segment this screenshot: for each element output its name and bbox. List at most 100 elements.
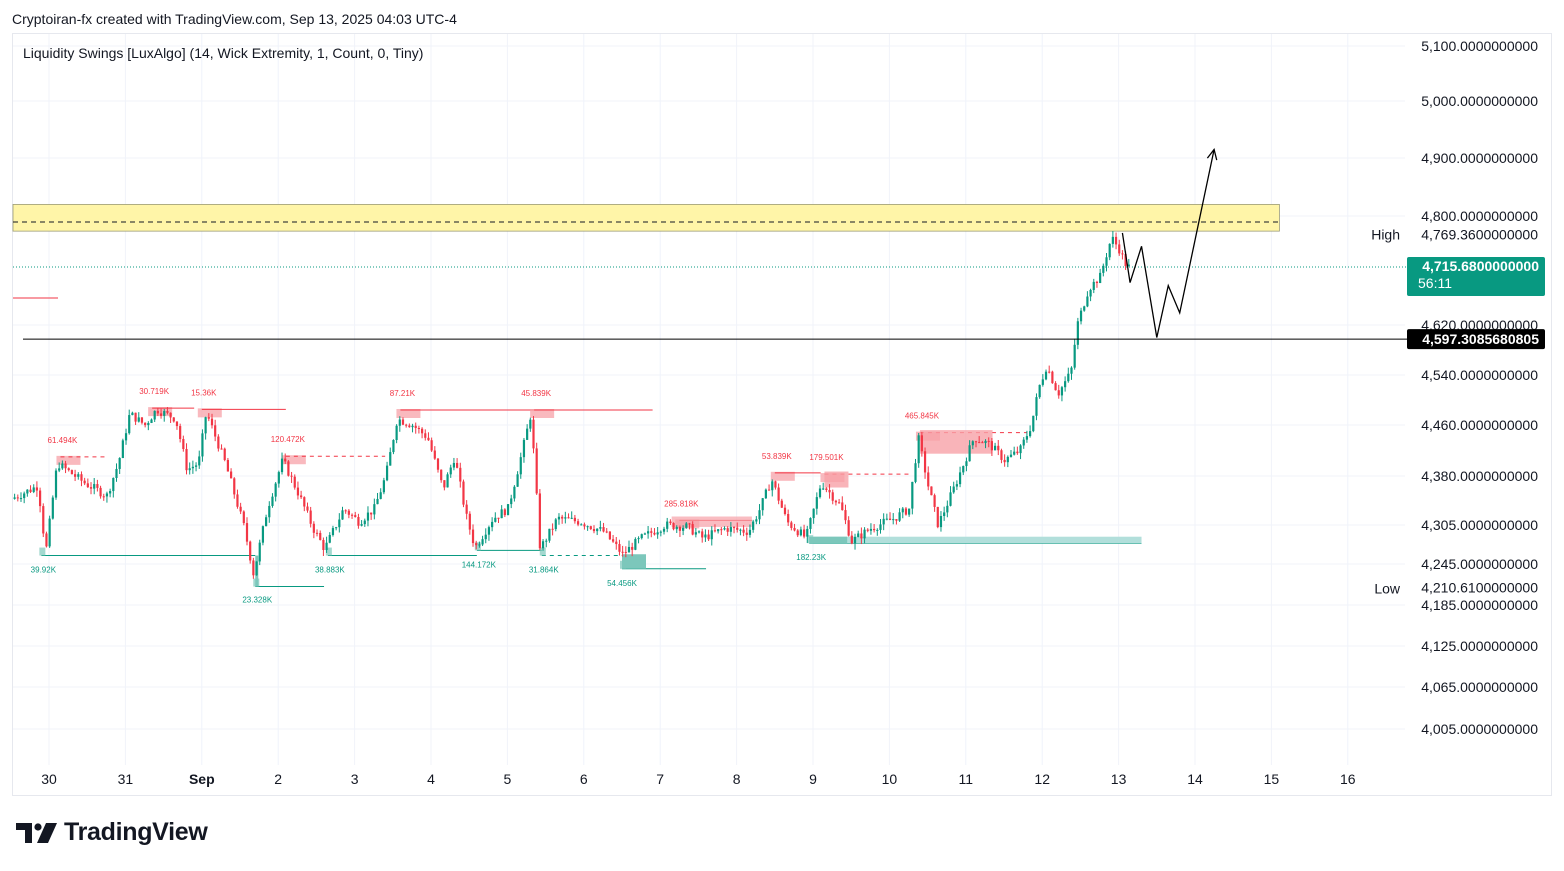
candle-body	[920, 435, 923, 452]
candle-body	[484, 534, 487, 540]
projection-path	[1121, 149, 1215, 338]
brand-footer[interactable]: TradingView	[16, 818, 208, 847]
candle-body	[118, 458, 121, 469]
x-tick-label: 15	[1264, 771, 1280, 787]
candle-body	[1127, 264, 1130, 267]
swing-high-zone-wide	[671, 516, 752, 527]
candle-body	[834, 500, 838, 503]
y-tick-label: 4,540.0000000000	[1421, 367, 1538, 383]
candle-body	[860, 533, 863, 539]
candle-body	[382, 480, 385, 493]
candle-body	[134, 412, 137, 422]
bar-countdown: 56:11	[1418, 275, 1452, 291]
candle-body	[166, 411, 169, 413]
candle-body	[519, 457, 522, 475]
swing-high-label: 87.21K	[390, 389, 416, 398]
candle-body	[1067, 373, 1070, 382]
candle-body	[599, 527, 602, 529]
candle-body	[58, 468, 61, 471]
candle-body	[538, 493, 541, 549]
y-tick-label: 4,125.0000000000	[1421, 638, 1538, 654]
candle-body	[370, 512, 373, 515]
candle-body	[729, 527, 732, 532]
swing-high-label: 285.818K	[664, 499, 699, 508]
candle-body	[19, 498, 23, 500]
candle-body	[1032, 415, 1035, 432]
swing-low-label: 31.864K	[529, 566, 559, 575]
candle-body	[61, 463, 64, 469]
x-tick-label: 16	[1340, 771, 1356, 787]
candle-body	[793, 527, 796, 531]
candle-body	[144, 422, 147, 426]
candle-body	[153, 410, 156, 420]
candle-body	[640, 534, 643, 539]
candle-body	[971, 441, 974, 446]
candle-body	[475, 543, 478, 546]
candle-body	[462, 481, 465, 505]
candle-body	[510, 498, 513, 505]
candle-body	[239, 506, 242, 512]
x-tick-label: 10	[882, 771, 898, 787]
x-tick-label: 12	[1034, 771, 1050, 787]
candle-body	[1013, 451, 1016, 455]
swing-low-label: 144.172K	[462, 560, 497, 569]
candle-body	[522, 439, 526, 458]
axis-layer: 5,100.0000000000 5,000.0000000000 4,900.00…	[41, 38, 1545, 787]
candle-body	[1051, 371, 1054, 384]
candle-body	[77, 474, 80, 477]
candle-body	[420, 428, 424, 434]
candle-body	[54, 470, 58, 498]
candle-body	[535, 448, 538, 494]
candle-body	[672, 523, 675, 530]
candle-body	[300, 495, 303, 498]
candle-body	[1000, 450, 1003, 460]
swing-low-zone-dark	[809, 536, 848, 544]
candle-body	[29, 489, 32, 492]
swing-high-label: 179.501K	[809, 453, 844, 462]
candle-body	[710, 530, 713, 540]
candle-body	[42, 506, 45, 534]
candle-body	[962, 466, 965, 473]
candle-body	[653, 532, 656, 535]
candle-body	[545, 540, 548, 542]
candle-body	[930, 486, 933, 496]
chart-frame	[12, 33, 1552, 796]
candle-body	[376, 498, 379, 505]
candle-body	[666, 521, 669, 529]
candle-body	[271, 496, 274, 506]
candle-body	[618, 544, 621, 552]
candle-body	[109, 491, 112, 494]
candle-body	[395, 425, 398, 441]
candle-body	[175, 421, 179, 427]
candle-body	[1083, 306, 1086, 311]
candle-body	[557, 516, 561, 520]
candle-body	[608, 531, 612, 540]
candle-body	[596, 528, 599, 532]
candle-body	[258, 542, 261, 562]
candle-body	[589, 526, 592, 530]
candle-body	[449, 467, 452, 475]
candle-body	[1118, 244, 1121, 254]
candle-body	[621, 551, 624, 553]
candle-body	[1019, 445, 1022, 454]
candle-body	[990, 441, 994, 451]
candle-body	[624, 551, 627, 553]
candle-body	[904, 508, 908, 515]
candle-body	[548, 528, 551, 541]
candle-body	[551, 528, 554, 530]
x-tick-label: 13	[1111, 771, 1127, 787]
candle-body	[440, 469, 443, 481]
indicator-legend[interactable]: Liquidity Swings [LuxAlgo] (14, Wick Ext…	[23, 45, 424, 61]
y-tick-label: 4,305.0000000000	[1421, 517, 1538, 533]
y-tick-label: 4,185.0000000000	[1421, 597, 1538, 613]
swing-low-zone	[539, 547, 546, 556]
swing-high-zone	[770, 471, 795, 481]
candle-body	[74, 474, 77, 477]
candle-body	[650, 531, 653, 533]
candle-body	[163, 411, 166, 416]
candle-body	[80, 474, 83, 481]
swing-high-label: 30.719K	[139, 387, 169, 396]
candle-body	[895, 519, 898, 521]
candle-body	[93, 484, 96, 489]
